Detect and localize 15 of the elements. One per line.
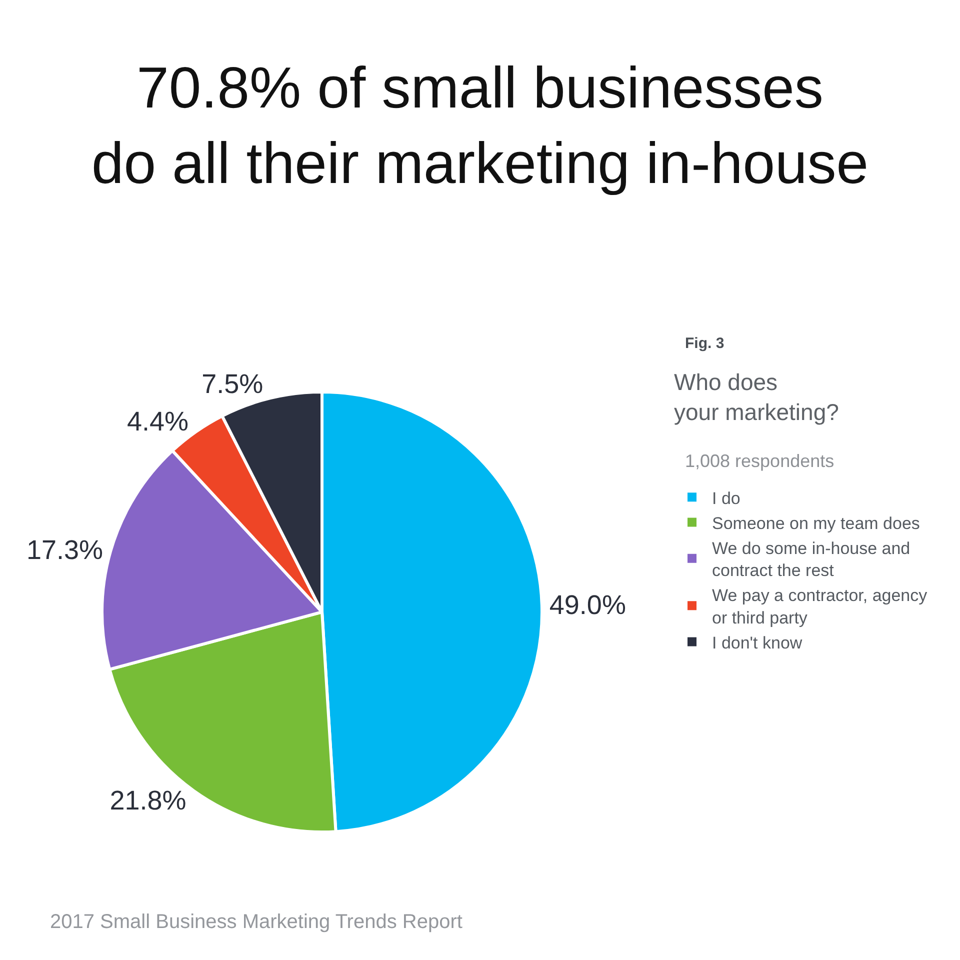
chart-title: 70.8% of small businesses do all their marketing in-house xyxy=(92,56,868,196)
caption: Fig. 3 xyxy=(685,335,724,352)
legend-label: Someone on my team does xyxy=(712,514,920,533)
text: 2017 Small Business Marketing Trends Report xyxy=(50,911,463,933)
legend-title: Who does your marketing? xyxy=(674,368,839,425)
legend-label: I do xyxy=(712,488,740,508)
data-label: 7.5% xyxy=(202,368,264,399)
legend-label: We pay a contractor, agency or third party xyxy=(712,586,928,628)
data-label: 17.3% xyxy=(26,535,104,566)
legend-label: We do some in-house and contract the rest xyxy=(712,538,910,580)
text: 1,008 respondents xyxy=(685,451,834,471)
data-label: 4.4% xyxy=(127,406,189,437)
legend-label: I don't know xyxy=(712,633,803,652)
data-label: 49.0% xyxy=(549,590,626,620)
data-label: 21.8% xyxy=(110,786,186,816)
